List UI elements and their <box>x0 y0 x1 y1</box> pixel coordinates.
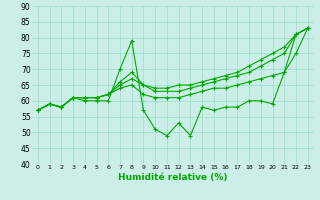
X-axis label: Humidité relative (%): Humidité relative (%) <box>118 173 228 182</box>
